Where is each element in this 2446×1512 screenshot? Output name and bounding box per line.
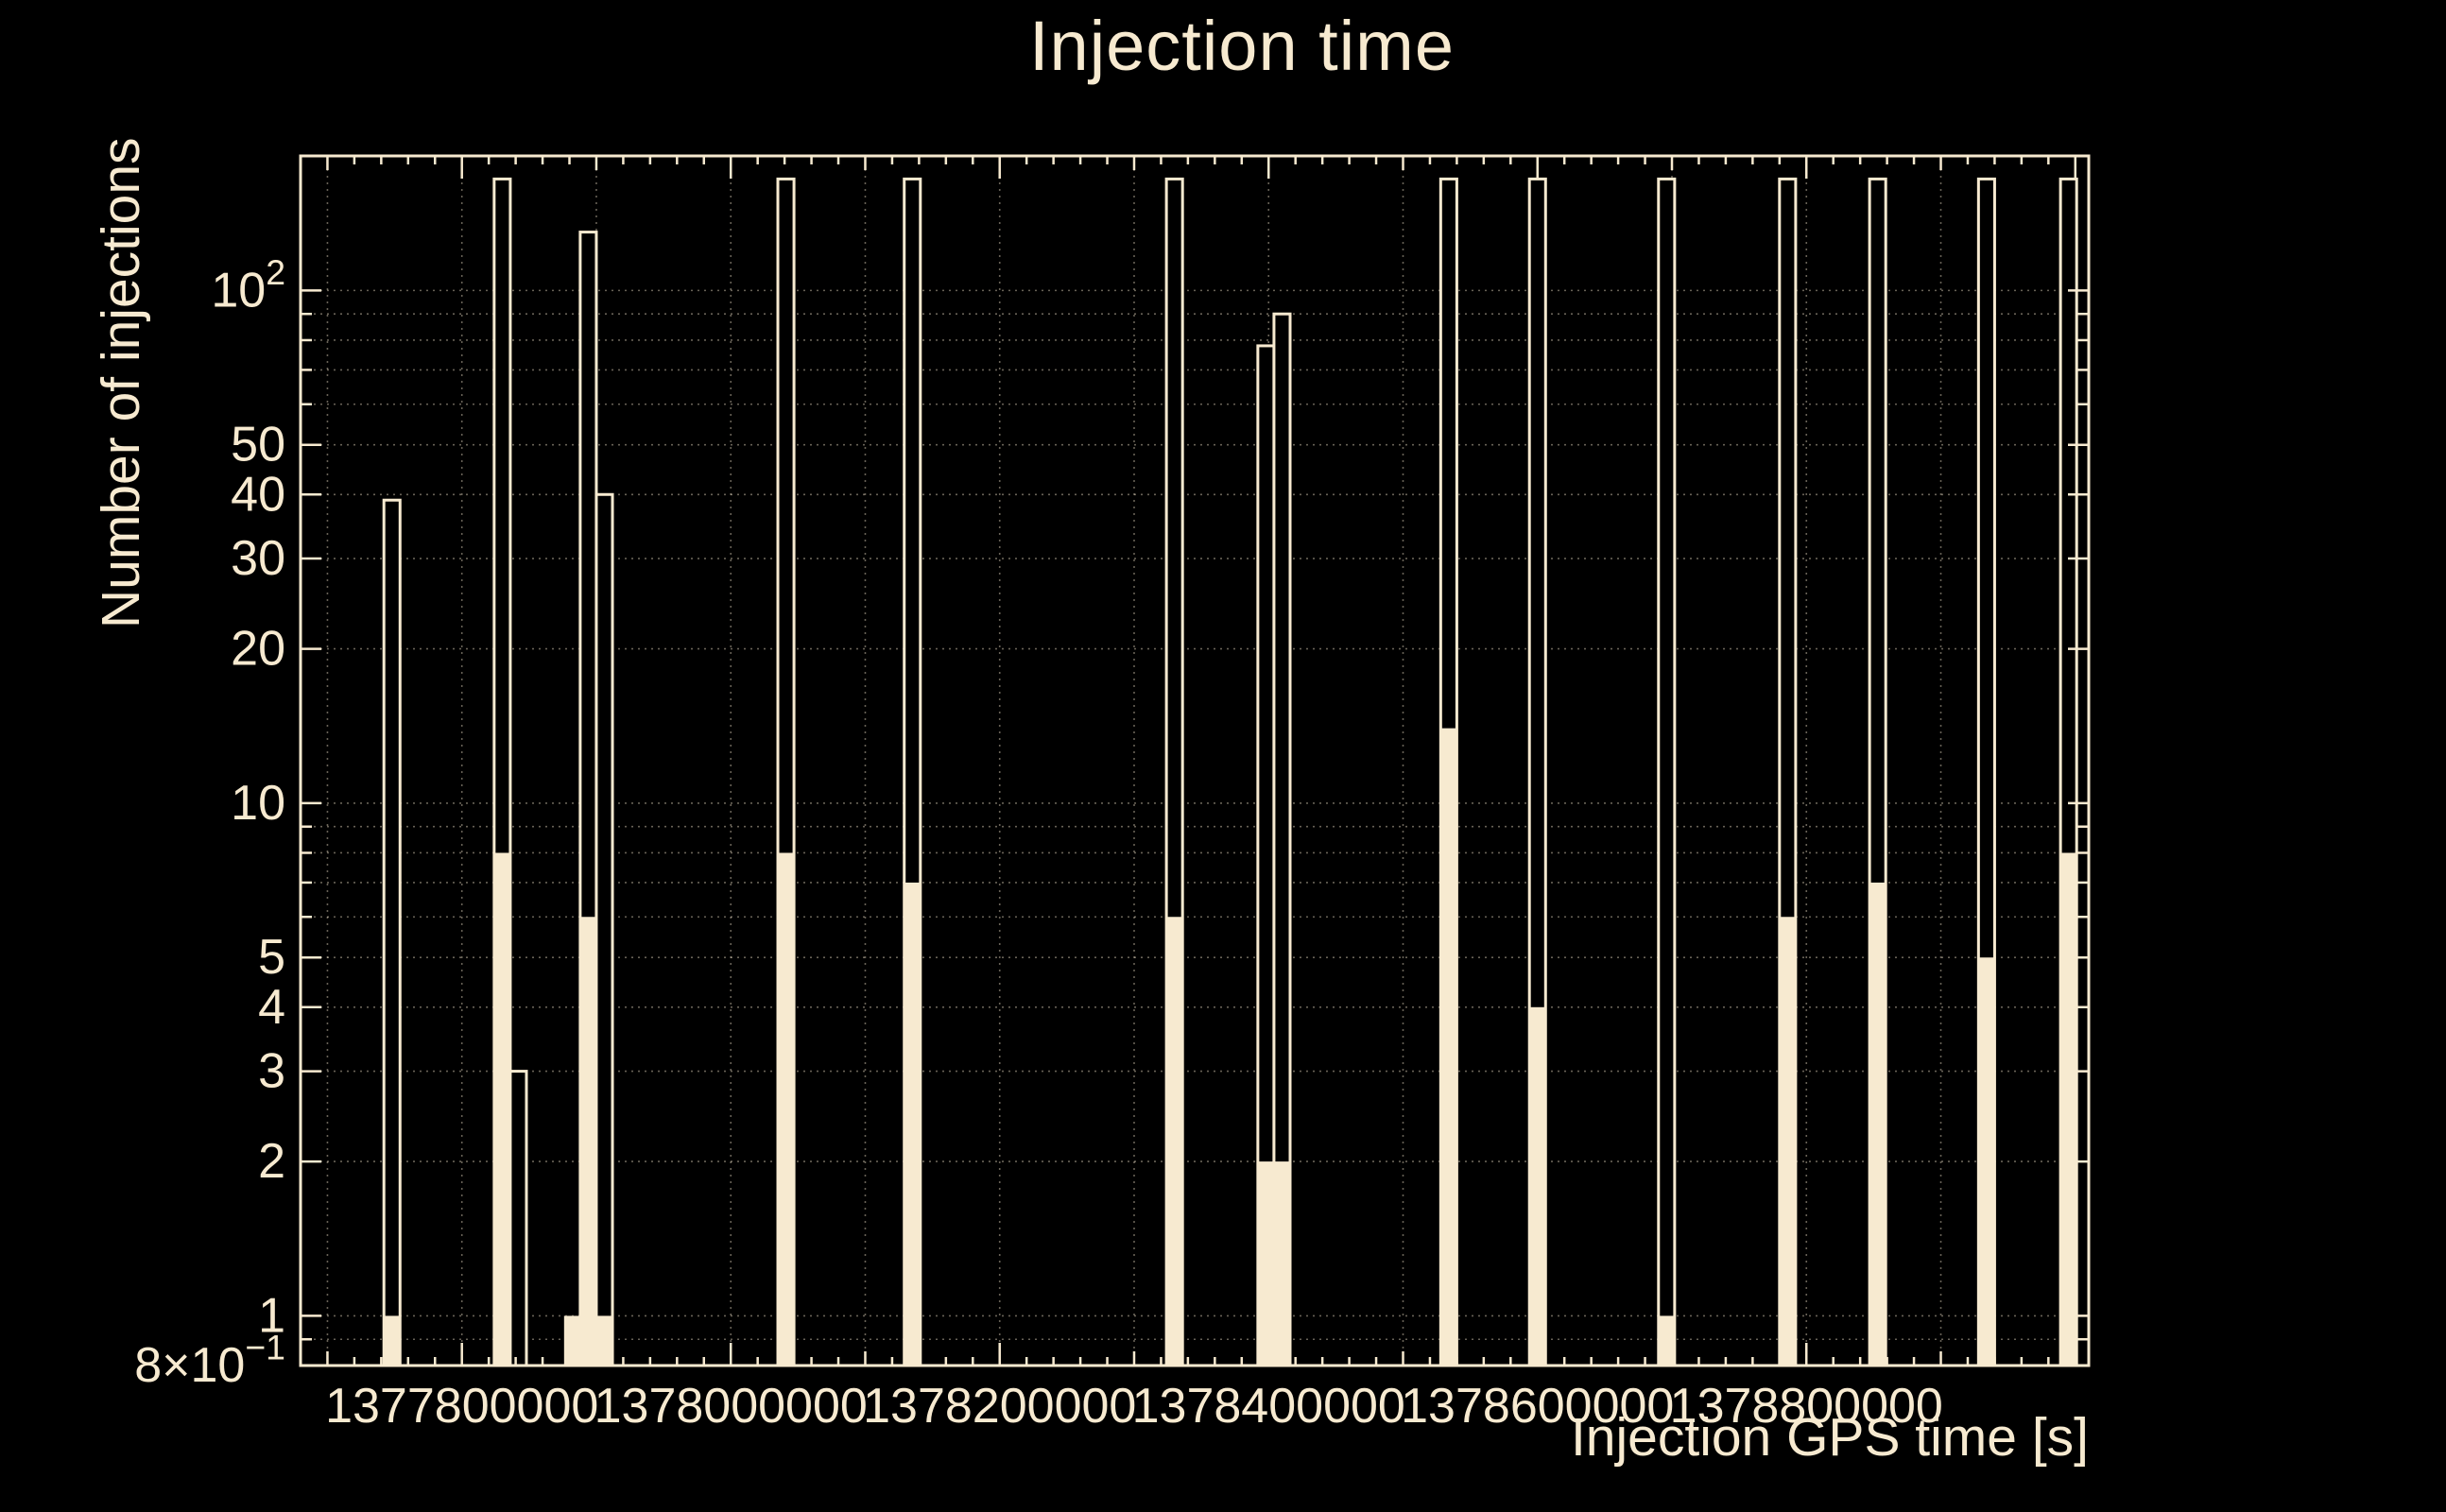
svg-text:50: 50 <box>231 418 285 472</box>
svg-text:1378000000: 1378000000 <box>594 1379 868 1434</box>
svg-text:40: 40 <box>231 467 285 522</box>
svg-text:1377800000: 1377800000 <box>325 1379 598 1434</box>
svg-text:102: 102 <box>211 252 285 318</box>
svg-text:20: 20 <box>231 622 285 677</box>
svg-text:4: 4 <box>258 980 285 1035</box>
svg-text:2: 2 <box>258 1134 285 1189</box>
svg-text:8×10−1: 8×10−1 <box>134 1328 285 1393</box>
svg-text:1378600000: 1378600000 <box>1401 1379 1674 1434</box>
x-axis-title: Injection GPS time [s] <box>1570 1407 2089 1468</box>
svg-text:1378200000: 1378200000 <box>863 1379 1136 1434</box>
svg-text:3: 3 <box>258 1044 285 1099</box>
svg-text:1378800000: 1378800000 <box>1670 1379 1943 1434</box>
svg-text:1378400000: 1378400000 <box>1132 1379 1405 1434</box>
svg-text:1: 1 <box>258 1288 285 1343</box>
svg-text:10: 10 <box>231 776 285 831</box>
svg-text:5: 5 <box>258 930 285 985</box>
svg-text:30: 30 <box>231 531 285 586</box>
chart-title: Injection time <box>1029 7 1455 85</box>
